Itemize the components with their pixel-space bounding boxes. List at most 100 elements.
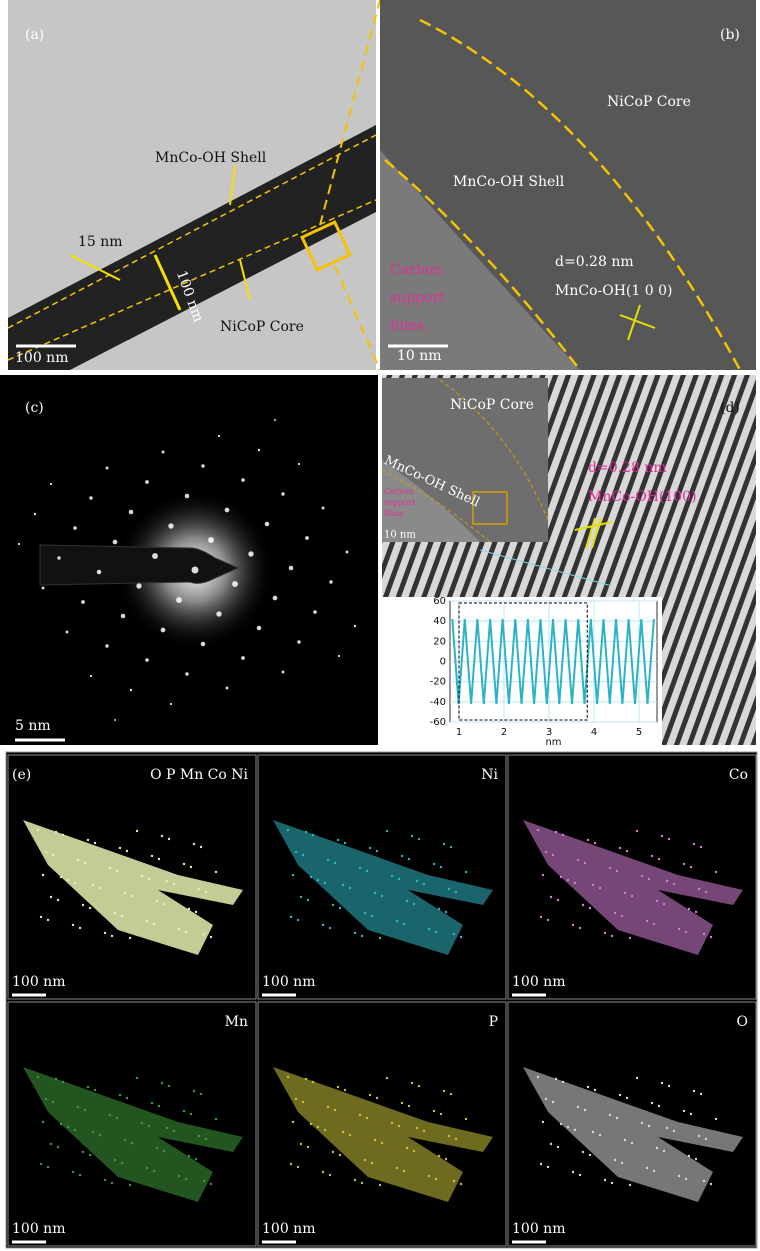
map-speckle [306,1145,310,1149]
map-speckle [296,918,300,922]
map-speckle [316,1125,320,1129]
diffraction-spot [176,597,182,603]
map-speckle [194,910,198,914]
diffraction-spot [297,462,301,466]
map-speckle [692,842,696,846]
map-speckle [615,1116,619,1120]
map-speckle [400,1101,404,1105]
map-speckle [135,829,139,833]
map-speckle [118,846,122,850]
map-speckle [182,862,186,866]
map-speckle [407,1104,411,1108]
map-speckle [118,1093,122,1097]
map-speckle [86,1085,90,1089]
map-speckle [214,870,218,874]
map-speckle [51,853,55,857]
map-speckle [583,1108,587,1112]
map-speckle [702,1179,706,1183]
diffraction-spot [41,586,45,590]
map-speckle [618,846,622,850]
map-speckle [54,1077,58,1081]
map-speckle [189,1112,193,1116]
map-speckle [699,1092,703,1096]
panel-a: (a) MnCo-OH Shell 15 nm 100 nm NiCoP Cor… [7,0,381,371]
map-speckle [385,829,389,833]
map-speckle [576,1105,580,1109]
map-speckle [204,1137,208,1141]
map-speckle [184,930,188,934]
panel-b: (b) NiCoP Core MnCo-OH Shell d=0.28 nm M… [380,0,756,371]
map-speckle [662,1149,666,1153]
diffraction-spot [248,551,254,557]
map-speckle [333,861,337,865]
map-speckle [437,1154,441,1158]
map-speckle [98,886,102,890]
map-speckle [81,903,85,907]
map-speckle [427,1174,431,1178]
map-speckle [108,866,112,870]
map-speckle [184,1177,188,1181]
map-speckle [326,858,330,862]
map-speckle [76,858,80,862]
diffraction-spot [161,450,165,454]
map-speckle [561,1080,565,1084]
map-speckle [323,1128,327,1132]
map-speckle [135,1076,139,1080]
map-speckle [36,1075,40,1079]
diffraction-spot [105,466,109,470]
map-speckle [704,890,708,894]
map-speckle [160,834,164,838]
x-axis-label: nm [545,737,561,748]
map-speckle [152,922,156,926]
scale-bar-label: 10 nm [397,348,442,364]
annotation: NiCoP Core [450,397,534,413]
map-speckle [286,828,290,832]
map-speckle [464,1117,468,1121]
map-speckle [83,861,87,865]
map-speckle [177,927,181,931]
map-speckle [395,919,399,923]
map-speckle [684,1177,688,1181]
map-speckle [209,935,213,939]
map-speckle [311,833,315,837]
element-map [23,1067,243,1202]
map-speckle [61,833,65,837]
map-speckle [157,1104,161,1108]
map-speckle [449,1092,453,1096]
map-speckle [59,875,63,879]
map-speckle [623,891,627,895]
map-speckle [358,866,362,870]
map-speckle [162,1149,166,1153]
map-speckle [625,1096,629,1100]
map-speckle [78,926,82,930]
map-speckle [299,1142,303,1146]
map-speckle [46,918,50,922]
map-speckle [160,1081,164,1085]
map-speckle [304,830,308,834]
map-speckle [128,1183,132,1187]
map-speckle [689,1112,693,1116]
panel-label: (e) [12,767,31,783]
map-speckle [39,1162,43,1166]
map-speckle [108,1113,112,1117]
map-speckle [130,894,134,898]
element-label: O [737,1014,748,1030]
map-speckle [299,895,303,899]
map-speckle [125,849,129,853]
map-speckle [628,1183,632,1187]
map-speckle [454,890,458,894]
map-speckle [368,1093,372,1097]
map-speckle [44,1097,48,1101]
map-speckle [321,1170,325,1174]
map-speckle [591,1130,595,1134]
map-speckle [120,1161,124,1165]
map-speckle [551,1100,555,1104]
map-speckle [573,1128,577,1132]
map-speckle [407,857,411,861]
scale-bar-label: 100 nm [512,1221,565,1237]
map-speckle [370,1161,374,1165]
map-speckle [73,881,77,885]
map-speckle [296,1165,300,1169]
map-speckle [365,1116,369,1120]
